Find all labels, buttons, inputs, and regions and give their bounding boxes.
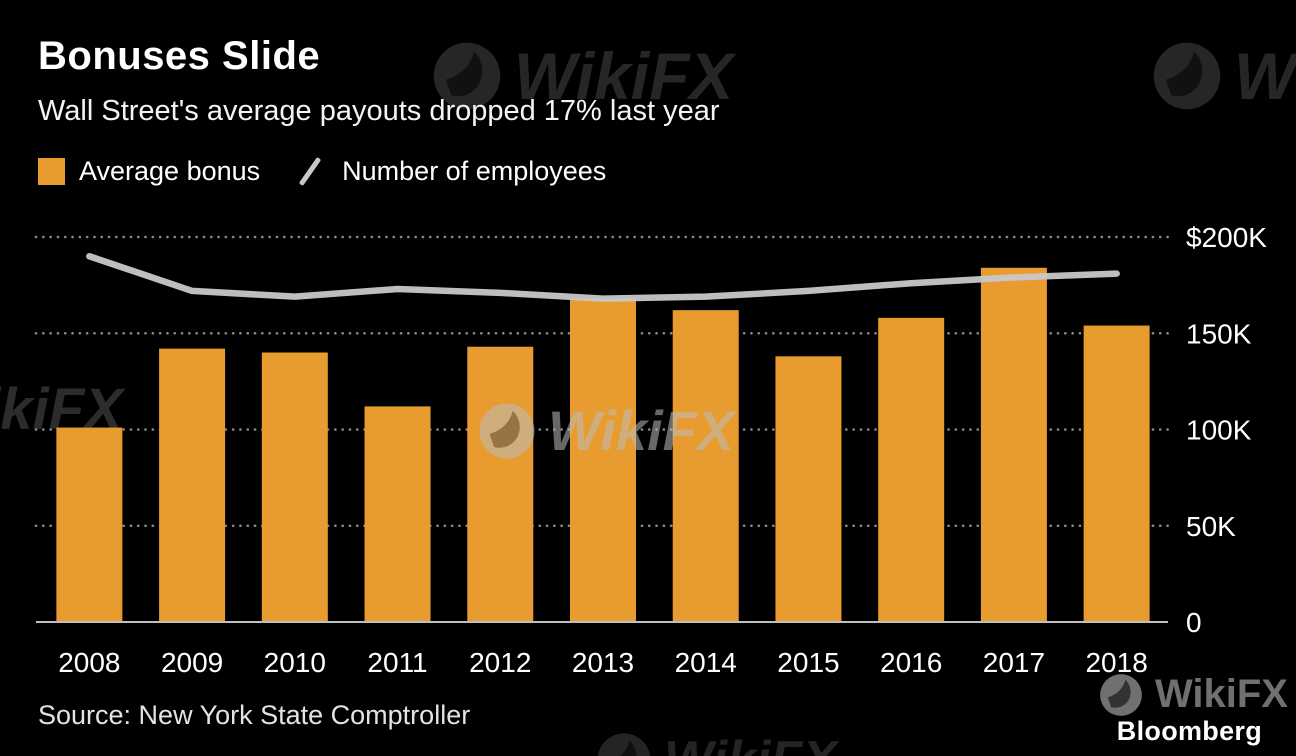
bar-2009 bbox=[159, 348, 226, 622]
legend-label-average-bonus: Average bonus bbox=[79, 156, 261, 186]
chart-title: Bonuses Slide bbox=[38, 34, 321, 78]
bar-2011 bbox=[364, 406, 431, 622]
bloomberg-logo: Bloomberg bbox=[1116, 716, 1262, 746]
employees-line bbox=[86, 253, 1120, 302]
x-axis-label: 2008 bbox=[58, 647, 120, 678]
x-axis-label: 2013 bbox=[572, 647, 634, 678]
bar-2015 bbox=[775, 356, 842, 622]
chart-header: Bonuses Slide Wall Street's average payo… bbox=[38, 0, 720, 128]
x-axis-label: 2018 bbox=[1085, 647, 1147, 678]
bar-2016 bbox=[878, 317, 945, 622]
legend-bar-swatch bbox=[38, 158, 65, 185]
bar-2010 bbox=[261, 352, 328, 622]
chart-subtitle: Wall Street's average payouts dropped 17… bbox=[38, 95, 720, 127]
source-label: Source: New York State Comptroller bbox=[38, 700, 471, 730]
y-axis-label: 100K bbox=[1186, 415, 1252, 446]
y-axis-label: 50K bbox=[1186, 511, 1236, 542]
x-axis-label: 2011 bbox=[367, 647, 427, 678]
bar-2013 bbox=[570, 298, 636, 622]
bar-2017 bbox=[980, 267, 1047, 622]
bar-2018 bbox=[1083, 325, 1150, 622]
line-glyph-icon bbox=[298, 156, 322, 187]
y-axis-label: $200K bbox=[1186, 222, 1267, 253]
bar-2014 bbox=[672, 310, 739, 622]
y-axis-label: 0 bbox=[1186, 607, 1202, 638]
x-axis-label: 2014 bbox=[675, 647, 737, 678]
bar-2008 bbox=[56, 427, 123, 622]
x-axis-label: 2015 bbox=[777, 647, 839, 678]
x-axis-label: 2017 bbox=[983, 647, 1045, 678]
bar-2012 bbox=[467, 346, 534, 622]
legend-label-number-of-employees: Number of employees bbox=[342, 156, 607, 186]
legend-line-swatch bbox=[292, 156, 328, 187]
chart-legend: Average bonus Number of employees bbox=[38, 156, 624, 187]
x-axis-label: 2010 bbox=[264, 647, 326, 678]
y-axis-label: 150K bbox=[1186, 318, 1252, 349]
x-axis-label: 2012 bbox=[469, 647, 531, 678]
x-axis-label: 2016 bbox=[880, 647, 942, 678]
x-axis-label: 2009 bbox=[161, 647, 223, 678]
